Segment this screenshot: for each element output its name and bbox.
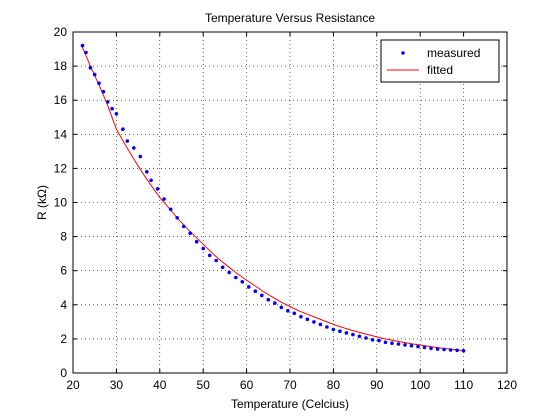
data-point-measured xyxy=(338,329,342,334)
y-axis-title: R (kΩ) xyxy=(35,185,49,220)
data-point-measured xyxy=(138,154,143,159)
data-point-measured xyxy=(292,311,297,316)
x-tick-label: 20 xyxy=(66,378,80,392)
x-tick-label: 50 xyxy=(197,378,211,392)
data-point-measured xyxy=(377,338,381,343)
data-point-measured xyxy=(396,342,401,346)
data-point-measured xyxy=(253,289,258,294)
data-point-measured xyxy=(168,207,173,212)
data-point-measured xyxy=(88,66,93,70)
data-point-measured xyxy=(370,338,375,342)
data-point-measured xyxy=(429,346,433,351)
data-point-measured xyxy=(149,178,153,183)
data-point-measured xyxy=(461,349,466,353)
series-layer xyxy=(80,43,466,353)
data-point-measured xyxy=(331,327,336,332)
data-point-measured xyxy=(344,331,349,335)
data-point-measured xyxy=(145,170,149,174)
chart-title: Temperature Versus Resistance xyxy=(205,11,375,25)
x-tick-label: 90 xyxy=(370,378,384,392)
data-point-measured xyxy=(121,127,125,131)
legend-label-measured: measured xyxy=(427,46,480,60)
y-tick-label: 18 xyxy=(54,59,68,73)
data-point-measured xyxy=(207,253,212,258)
data-point-measured xyxy=(305,317,310,322)
legend: measured fitted xyxy=(380,39,500,83)
data-point-measured xyxy=(409,343,414,348)
data-point-measured xyxy=(299,314,303,319)
y-tick-label: 4 xyxy=(60,298,67,312)
data-point-measured xyxy=(279,305,284,310)
x-tick-label: 80 xyxy=(327,378,341,392)
data-point-measured xyxy=(240,280,245,284)
legend-label-fitted: fitted xyxy=(427,63,453,77)
data-point-measured xyxy=(101,89,106,94)
grid-layer xyxy=(73,32,507,373)
y-tick-label: 2 xyxy=(60,332,67,346)
x-tick-label: 100 xyxy=(410,378,430,392)
data-point-measured xyxy=(80,43,85,48)
y-tick-label: 6 xyxy=(60,264,67,278)
y-tick-label: 0 xyxy=(60,366,67,380)
data-point-measured xyxy=(383,340,388,345)
y-tick-label: 20 xyxy=(54,25,68,39)
data-point-measured xyxy=(286,309,290,313)
data-point-measured xyxy=(422,345,427,350)
data-point-measured xyxy=(318,322,323,327)
data-point-measured xyxy=(435,347,440,351)
data-point-measured xyxy=(97,81,101,85)
legend-box xyxy=(380,39,500,83)
y-tick-label: 8 xyxy=(60,230,67,244)
data-point-measured xyxy=(92,72,97,77)
data-point-measured xyxy=(227,270,231,275)
data-point-measured xyxy=(403,343,407,347)
data-point-measured xyxy=(266,297,271,302)
tick-layer: 20 30 40 50 60 70 80 90 100 110 120 0 2 4 6 8 10 12 14 16 18… xyxy=(54,25,518,392)
data-point-measured xyxy=(351,332,355,337)
legend-marker-measured xyxy=(401,51,405,55)
data-point-measured xyxy=(273,301,277,305)
data-point-measured xyxy=(234,275,238,280)
data-point-measured xyxy=(220,265,225,270)
data-point-measured xyxy=(194,239,199,244)
data-point-measured xyxy=(390,341,394,346)
y-tick-label: 10 xyxy=(54,196,68,210)
data-point-measured xyxy=(162,197,166,201)
x-tick-label: 70 xyxy=(283,378,297,392)
data-point-measured xyxy=(125,139,130,143)
data-point-measured xyxy=(155,187,160,191)
data-point-measured xyxy=(260,293,264,298)
data-point-measured xyxy=(312,320,316,324)
data-point-measured xyxy=(214,258,218,263)
data-point-measured xyxy=(132,146,136,150)
y-tick-label: 14 xyxy=(54,127,68,141)
y-tick-label: 16 xyxy=(54,93,68,107)
x-tick-label: 40 xyxy=(153,378,167,392)
y-tick-label: 12 xyxy=(54,161,68,175)
data-point-measured xyxy=(181,224,186,229)
data-point-measured xyxy=(448,348,453,352)
data-point-measured xyxy=(357,334,362,339)
data-point-measured xyxy=(325,325,329,329)
data-point-measured xyxy=(201,246,205,251)
data-point-measured xyxy=(416,344,420,349)
data-point-measured xyxy=(188,231,192,235)
data-point-measured xyxy=(110,106,114,111)
data-point-measured xyxy=(247,285,251,289)
data-point-measured xyxy=(442,347,446,352)
data-point-measured xyxy=(114,112,119,116)
data-point-measured xyxy=(105,100,110,104)
series-line-fitted xyxy=(81,45,464,352)
x-tick-label: 60 xyxy=(240,378,254,392)
x-tick-label: 120 xyxy=(497,378,517,392)
data-point-measured xyxy=(175,216,179,220)
x-tick-label: 110 xyxy=(454,378,473,392)
x-axis-title: Temperature (Celcius) xyxy=(231,397,349,411)
data-point-measured xyxy=(455,348,459,353)
x-tick-label: 30 xyxy=(110,378,124,392)
data-point-measured xyxy=(84,50,88,55)
data-point-measured xyxy=(364,336,368,340)
